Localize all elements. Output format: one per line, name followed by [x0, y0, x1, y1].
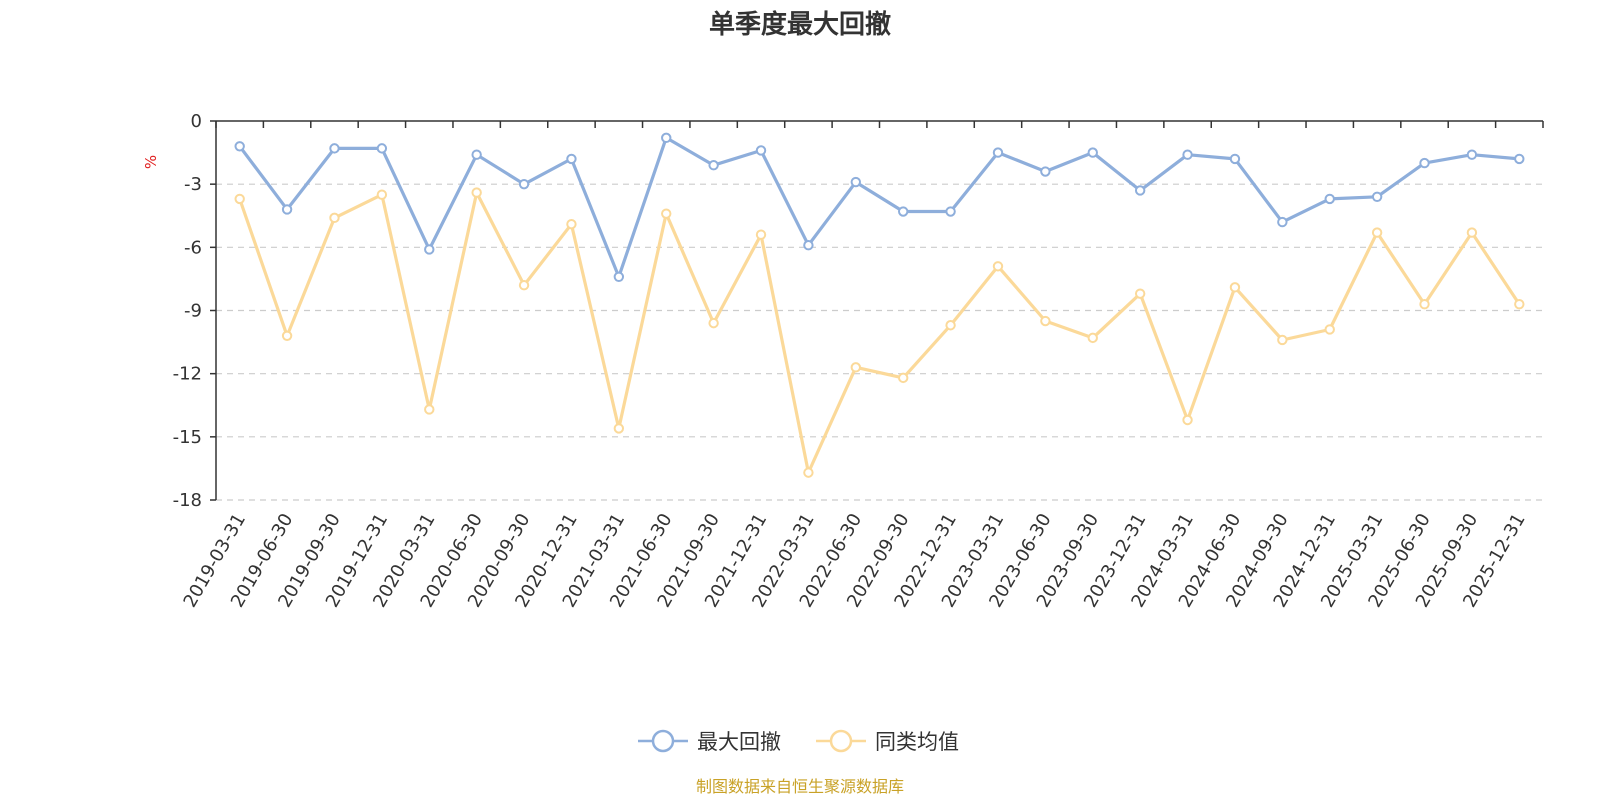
y-tick-label: -12 — [173, 364, 202, 385]
data-point[interactable] — [1419, 298, 1430, 310]
data-point[interactable] — [1324, 193, 1335, 205]
data-point[interactable] — [376, 143, 388, 154]
series-line — [238, 191, 1521, 475]
data-point[interactable] — [1324, 324, 1335, 335]
chart-title: 单季度最大回撤 — [709, 9, 891, 40]
data-point[interactable] — [566, 218, 577, 230]
data-point[interactable] — [281, 204, 293, 215]
data-point[interactable] — [471, 187, 482, 198]
data-point[interactable] — [471, 149, 482, 160]
data-point[interactable] — [613, 271, 625, 283]
data-point[interactable] — [803, 240, 814, 251]
legend-label: 同类均值 — [875, 730, 959, 754]
data-point[interactable] — [1419, 157, 1430, 169]
legend: 最大回撤 同类均值 — [638, 729, 959, 754]
data-point[interactable] — [755, 229, 767, 240]
data-point[interactable] — [1134, 185, 1146, 196]
data-point[interactable] — [281, 330, 293, 341]
data-point[interactable] — [897, 372, 909, 384]
y-axis-ticks: 0 -3 -6 -9 -12 -15 -18 — [173, 111, 216, 511]
data-point[interactable] — [1514, 153, 1525, 165]
data-point[interactable] — [1229, 153, 1241, 165]
data-point[interactable] — [803, 467, 814, 478]
data-point[interactable] — [234, 141, 245, 152]
data-point[interactable] — [661, 132, 672, 144]
data-point[interactable] — [1040, 315, 1051, 327]
data-point[interactable] — [897, 206, 909, 217]
data-point[interactable] — [1466, 227, 1478, 238]
data-point[interactable] — [613, 423, 625, 434]
data-point[interactable] — [518, 280, 530, 291]
data-point[interactable] — [424, 244, 435, 255]
data-point[interactable] — [1229, 282, 1241, 293]
data-point[interactable] — [945, 206, 956, 217]
data-point[interactable] — [424, 404, 435, 415]
data-point[interactable] — [945, 320, 956, 331]
data-point[interactable] — [1087, 332, 1098, 344]
data-point[interactable] — [708, 317, 719, 329]
y-axis-unit-label: % — [142, 155, 160, 169]
data-point[interactable] — [329, 143, 340, 154]
data-point[interactable] — [1466, 149, 1478, 160]
series-1 — [234, 187, 1525, 478]
data-point[interactable] — [1371, 227, 1383, 238]
y-tick-label: 0 — [191, 111, 202, 132]
data-point[interactable] — [850, 176, 862, 188]
data-point[interactable] — [1182, 414, 1193, 426]
y-tick-label: -18 — [173, 490, 202, 511]
legend-item-1[interactable]: 同类均值 — [816, 729, 959, 754]
legend-label: 最大回撤 — [697, 730, 781, 754]
data-point[interactable] — [234, 193, 245, 205]
source-note: 制图数据来自恒生聚源数据库 — [696, 777, 904, 796]
data-point[interactable] — [708, 160, 719, 171]
data-point[interactable] — [1371, 191, 1383, 203]
data-point[interactable] — [1514, 298, 1525, 310]
data-point[interactable] — [1277, 216, 1288, 228]
data-point[interactable] — [1040, 166, 1051, 177]
data-point[interactable] — [329, 212, 340, 224]
data-point[interactable] — [755, 145, 767, 156]
data-point[interactable] — [1134, 288, 1146, 299]
data-point[interactable] — [661, 208, 672, 219]
legend-circle-icon — [829, 729, 853, 753]
data-point[interactable] — [566, 153, 577, 165]
data-point[interactable] — [850, 362, 862, 373]
data-point[interactable] — [1087, 147, 1098, 158]
data-point[interactable] — [1277, 334, 1288, 346]
series-line — [238, 136, 1520, 279]
series-0 — [234, 132, 1525, 283]
y-tick-label: -3 — [184, 174, 202, 195]
data-point[interactable] — [992, 261, 1004, 272]
y-tick-label: -6 — [184, 237, 202, 258]
data-point[interactable] — [992, 147, 1004, 158]
data-point[interactable] — [1182, 149, 1193, 160]
y-tick-label: -9 — [184, 301, 202, 322]
series-lines — [234, 132, 1525, 478]
y-tick-label: -15 — [173, 427, 202, 448]
data-point[interactable] — [376, 189, 388, 200]
data-point[interactable] — [518, 178, 530, 190]
legend-item-0[interactable]: 最大回撤 — [638, 729, 781, 754]
legend-circle-icon — [651, 729, 675, 753]
